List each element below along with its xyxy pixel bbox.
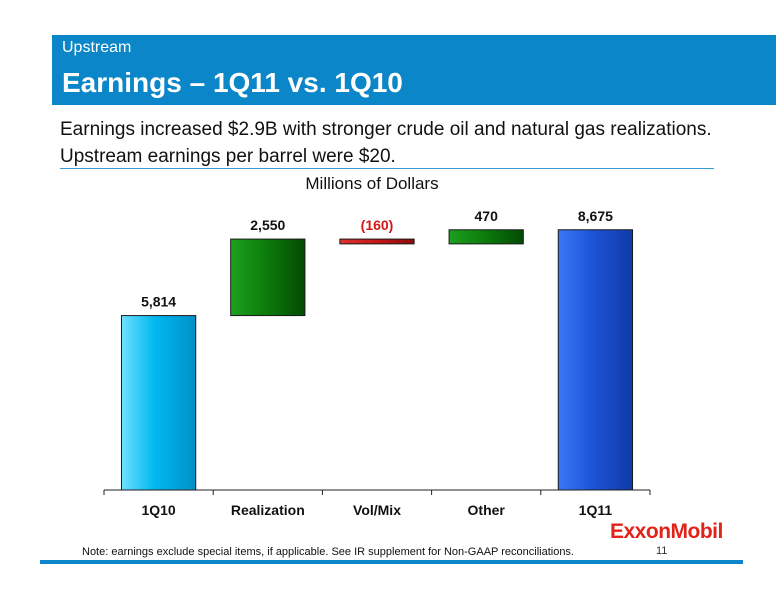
footer-divider	[40, 560, 743, 564]
value-label: 5,814	[141, 294, 176, 310]
bar-1q10	[120, 315, 197, 491]
exxonmobil-logo: ExxonMobil	[610, 520, 723, 543]
value-label: (160)	[361, 217, 394, 233]
value-label: 8,675	[578, 208, 613, 224]
waterfall-chart: Millions of Dollars 5,814 2,550 (160) 470 8,…	[103, 174, 651, 518]
slide-subtitle: Earnings increased $2.9B with stronger c…	[60, 119, 712, 167]
category-label: Vol/Mix	[353, 502, 401, 518]
value-label: 470	[475, 208, 499, 224]
category-label: Realization	[231, 502, 305, 518]
bar-vol-mix	[339, 238, 415, 245]
bar-realization	[230, 238, 306, 317]
chart-title: Millions of Dollars	[305, 174, 438, 193]
header-banner: Upstream Earnings – 1Q11 vs. 1Q10	[52, 35, 776, 105]
title-divider	[60, 168, 714, 169]
value-label: 2,550	[250, 217, 285, 233]
footer-note: Note: earnings exclude special items, if…	[82, 546, 574, 558]
bar-1q11	[557, 229, 634, 491]
section-label: Upstream	[62, 39, 132, 56]
category-label: 1Q10	[141, 502, 175, 518]
category-label: 1Q11	[579, 502, 613, 518]
page-number: 11	[656, 545, 668, 557]
slide-title: Earnings – 1Q11 vs. 1Q10	[62, 67, 403, 98]
category-label: Other	[468, 502, 506, 518]
bar-other	[448, 229, 524, 245]
